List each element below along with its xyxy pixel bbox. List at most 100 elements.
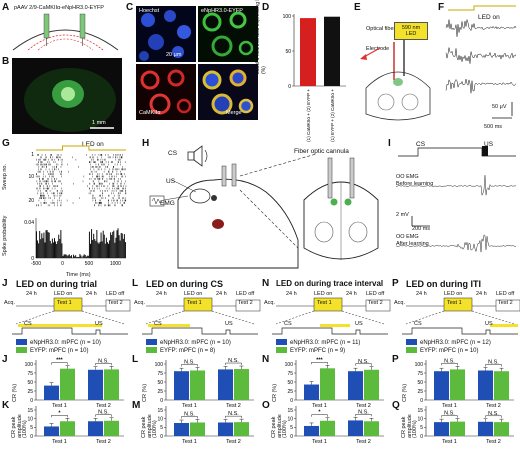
bar-eyfp-test1 — [60, 368, 75, 400]
y-tick-label: 15 — [417, 408, 423, 414]
led-on-label: LED on — [184, 291, 203, 297]
x-category-label: Test 2 — [226, 403, 241, 409]
brain-section-image: 1 mm — [12, 58, 122, 134]
y-tick-label: 50 — [287, 380, 293, 386]
bar-enphr30-test1 — [174, 423, 189, 436]
interval-label: 24 h — [476, 291, 487, 297]
x-category-label: Test 2 — [356, 403, 371, 409]
x-category-label: Test 1 — [52, 439, 67, 445]
bar-enphr30-test1 — [44, 426, 59, 436]
i-after-emg: OO EMG — [396, 234, 419, 240]
g-x-tick: -500 — [31, 261, 41, 267]
significance-label: N.S. — [98, 410, 109, 416]
h-cs-label: CS — [168, 150, 178, 157]
interval-label: 24 h — [156, 291, 167, 297]
test1-label: Test 1 — [317, 300, 332, 306]
panel-label-p: P — [392, 354, 399, 365]
protocol-timeline-p — [402, 297, 520, 335]
y-tick-label: 100 — [25, 362, 34, 368]
interval-label: 24 h — [416, 291, 427, 297]
x-category-label: Test 1 — [182, 439, 197, 445]
i-before-emg: OO EMG — [396, 174, 419, 180]
y-tick-label: 75 — [417, 371, 423, 377]
g-ylabel-top: Sweep no. — [2, 164, 8, 190]
significance-label: * — [58, 410, 61, 416]
bar-enphr30-test1 — [434, 371, 449, 400]
legend-nphr: eNpHR3.0: mPFC (n = 10) — [16, 339, 101, 346]
bar-enphr30-test2 — [218, 422, 233, 436]
legend-text-nphr: eNpHR3.0: mPFC (n = 12) — [420, 340, 491, 346]
bar-eyfp-test1 — [450, 369, 465, 400]
test1-label: Test 1 — [447, 300, 462, 306]
legend-text-eyfp: EYFP: mPFC (n = 10) — [420, 348, 479, 354]
panel-label-m: M — [132, 400, 141, 411]
interval-label: 24 h — [216, 291, 227, 297]
bar-enphr30-test2 — [348, 420, 363, 436]
channel-eyfp: eNpHR3.0-EYFP — [201, 8, 243, 14]
g-led-on: LED on — [82, 141, 104, 148]
legend-eyfp: EYFP: mPFC (n = 10) — [406, 347, 479, 354]
optical-fiber-label: Optical fiber — [366, 26, 396, 32]
us-label: US — [95, 321, 103, 327]
g-xlabel: Time (ms) — [66, 272, 91, 278]
panel-d-chart: 0 50 100 (1) CaMKIIα + (2) EYFP + (1) EYFP +… — [283, 14, 346, 142]
y-tick-label: 0 — [290, 398, 293, 404]
panel-label-p: P — [392, 278, 399, 289]
bar-chart-j: 0 25 50 75 100 *** Test 1 N.S. Test 2 — [25, 358, 124, 409]
significance-label: N.S. — [228, 411, 239, 417]
bar-enphr30-test1 — [44, 385, 59, 400]
cs-label: CS — [24, 321, 32, 327]
panel-label-j: J — [2, 278, 8, 289]
panel-label-e: E — [354, 2, 361, 13]
h-cannula-label: Fiber optic cannula — [294, 148, 349, 155]
d-bar-label: (1) CaMKIIα + (2) EYFP + — [306, 89, 311, 142]
significance-label: N.S. — [358, 409, 369, 415]
panel-label-j: J — [2, 354, 8, 365]
hoechst-image: Hoechst 20 μm — [136, 6, 196, 62]
legend-nphr: eNpHR3.0: mPFC (n = 11) — [276, 339, 360, 346]
cs-label: CS — [154, 321, 162, 327]
y-tick-label: 75 — [157, 371, 163, 377]
significance-label: N.S. — [444, 358, 455, 364]
i-us-label: US — [484, 141, 494, 148]
g-top-tick: 20 — [28, 198, 34, 204]
y-tick-label: 25 — [417, 389, 423, 395]
scale-1mm: 1 mm — [92, 120, 106, 126]
panel-label-l: L — [132, 278, 139, 289]
y-tick-label: 5 — [290, 425, 293, 431]
i-scale-v: 2 mV — [396, 212, 409, 218]
panel-label-k: K — [2, 400, 10, 411]
x-category-label: Test 1 — [442, 439, 457, 445]
bar-enphr30-test2 — [88, 369, 103, 400]
interval-label: 24 h — [286, 291, 297, 297]
coronal-section-diagram — [360, 40, 431, 121]
eyfp-image: eNpHR3.0-EYFP — [198, 6, 258, 62]
panel-label-c: C — [126, 2, 134, 13]
legend-text-nphr: eNpHR3.0: mPFC (n = 11) — [290, 340, 361, 346]
bar-enphr30-test2 — [478, 370, 493, 400]
legend-text-nphr: eNpHR3.0: mPFC (n = 10) — [160, 340, 231, 346]
bar-eyfp-test1 — [320, 368, 335, 400]
panel-label-f: F — [438, 2, 445, 13]
legend-eyfp: EYFP: mPFC (n = 9) — [276, 347, 345, 354]
panel-label-l: L — [132, 354, 139, 365]
y-tick-label: 100 — [415, 362, 424, 368]
panel-title-n: LED on during trace interval — [276, 279, 384, 288]
legend-eyfp: EYFP: mPFC (n = 10) — [16, 347, 89, 354]
protocol-timeline-j — [12, 297, 131, 335]
bar-eyfp-test2 — [104, 420, 119, 436]
significance-label: N.S. — [488, 411, 499, 417]
x-category-label: Test 1 — [52, 403, 67, 409]
significance-label: N.S. — [98, 358, 109, 364]
bar-enphr30-test2 — [478, 421, 493, 436]
x-category-label: Test 2 — [356, 439, 371, 445]
acq-label: Acq. — [4, 300, 16, 306]
interval-label: 24 h — [346, 291, 357, 297]
bar-enphr30-test2 — [218, 369, 233, 400]
x-category-label: Test 2 — [96, 403, 111, 409]
bar-chart-p: 0 25 50 75 100 N.S. Test 1 N.S. Test 2 — [415, 358, 514, 409]
y-tick-label: 10 — [287, 416, 293, 422]
us-label: US — [355, 321, 363, 327]
